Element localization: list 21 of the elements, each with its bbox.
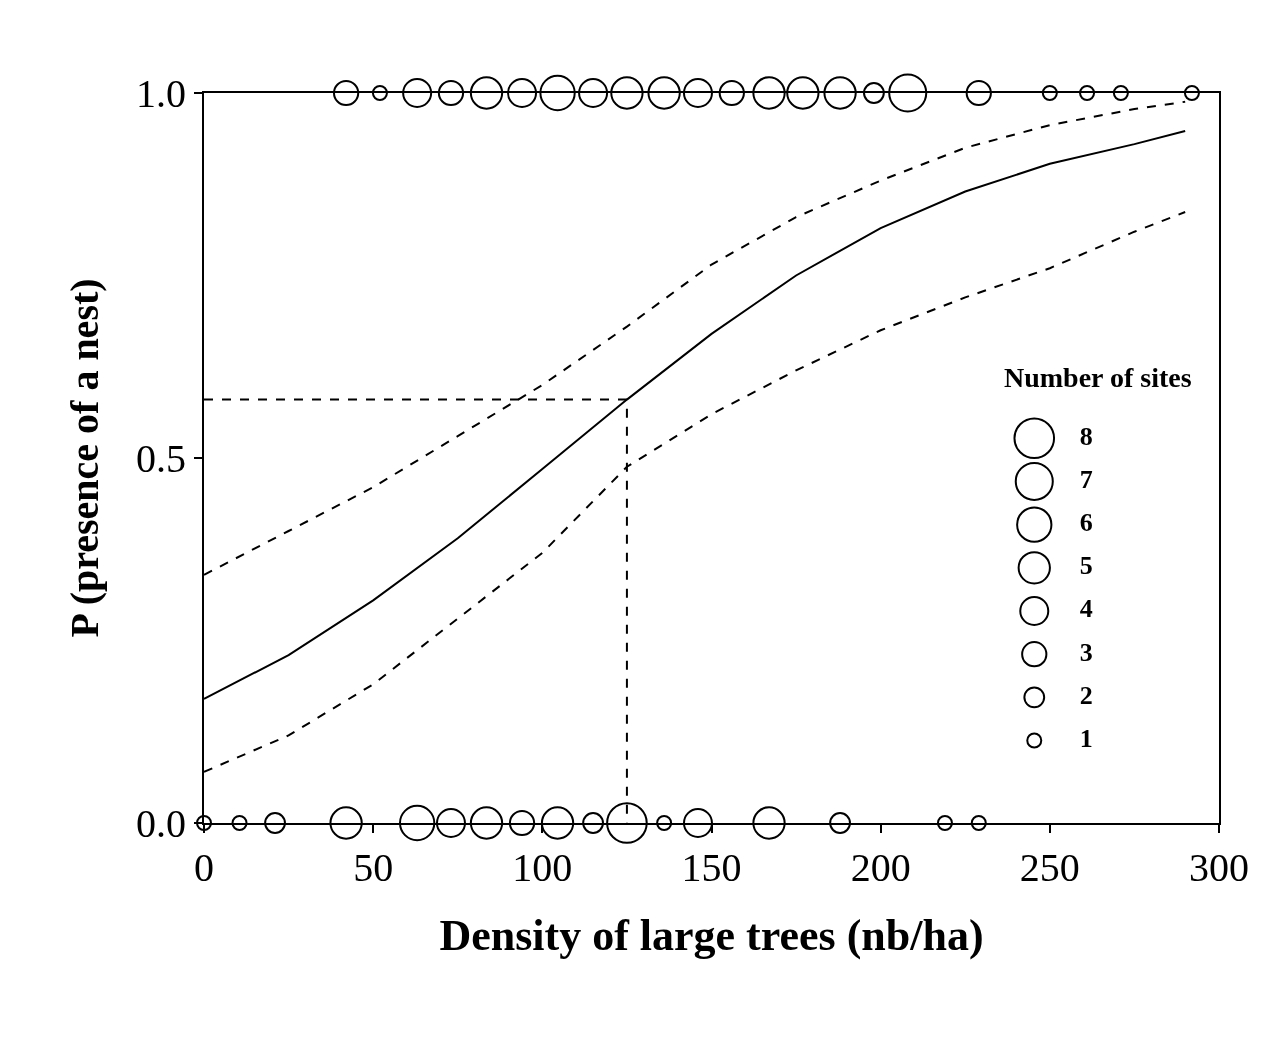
- legend-title: Number of sites: [1004, 362, 1192, 393]
- x-tick-label: 100: [512, 845, 573, 890]
- x-tick-label: 300: [1189, 845, 1249, 890]
- x-tick-label: 0: [194, 845, 214, 890]
- y-tick-label: 0.5: [136, 436, 186, 481]
- x-tick-label: 250: [1019, 845, 1080, 890]
- x-tick-label: 200: [850, 845, 911, 890]
- legend-label: 2: [1079, 680, 1093, 710]
- legend-label: 6: [1079, 508, 1093, 538]
- x-tick-label: 150: [681, 845, 742, 890]
- legend-label: 3: [1079, 637, 1093, 667]
- x-tick-label: 50: [353, 845, 394, 890]
- legend-label: 8: [1079, 421, 1093, 451]
- legend-label: 1: [1079, 724, 1093, 754]
- legend-label: 7: [1079, 464, 1093, 494]
- y-tick-label: 0.0: [136, 801, 186, 846]
- y-axis-title: P (presence of a nest): [62, 278, 107, 638]
- x-axis-title: Density of large trees (nb/ha): [439, 910, 984, 960]
- y-tick-label: 1.0: [136, 71, 186, 116]
- legend-label: 5: [1079, 551, 1093, 581]
- legend-label: 4: [1079, 594, 1093, 624]
